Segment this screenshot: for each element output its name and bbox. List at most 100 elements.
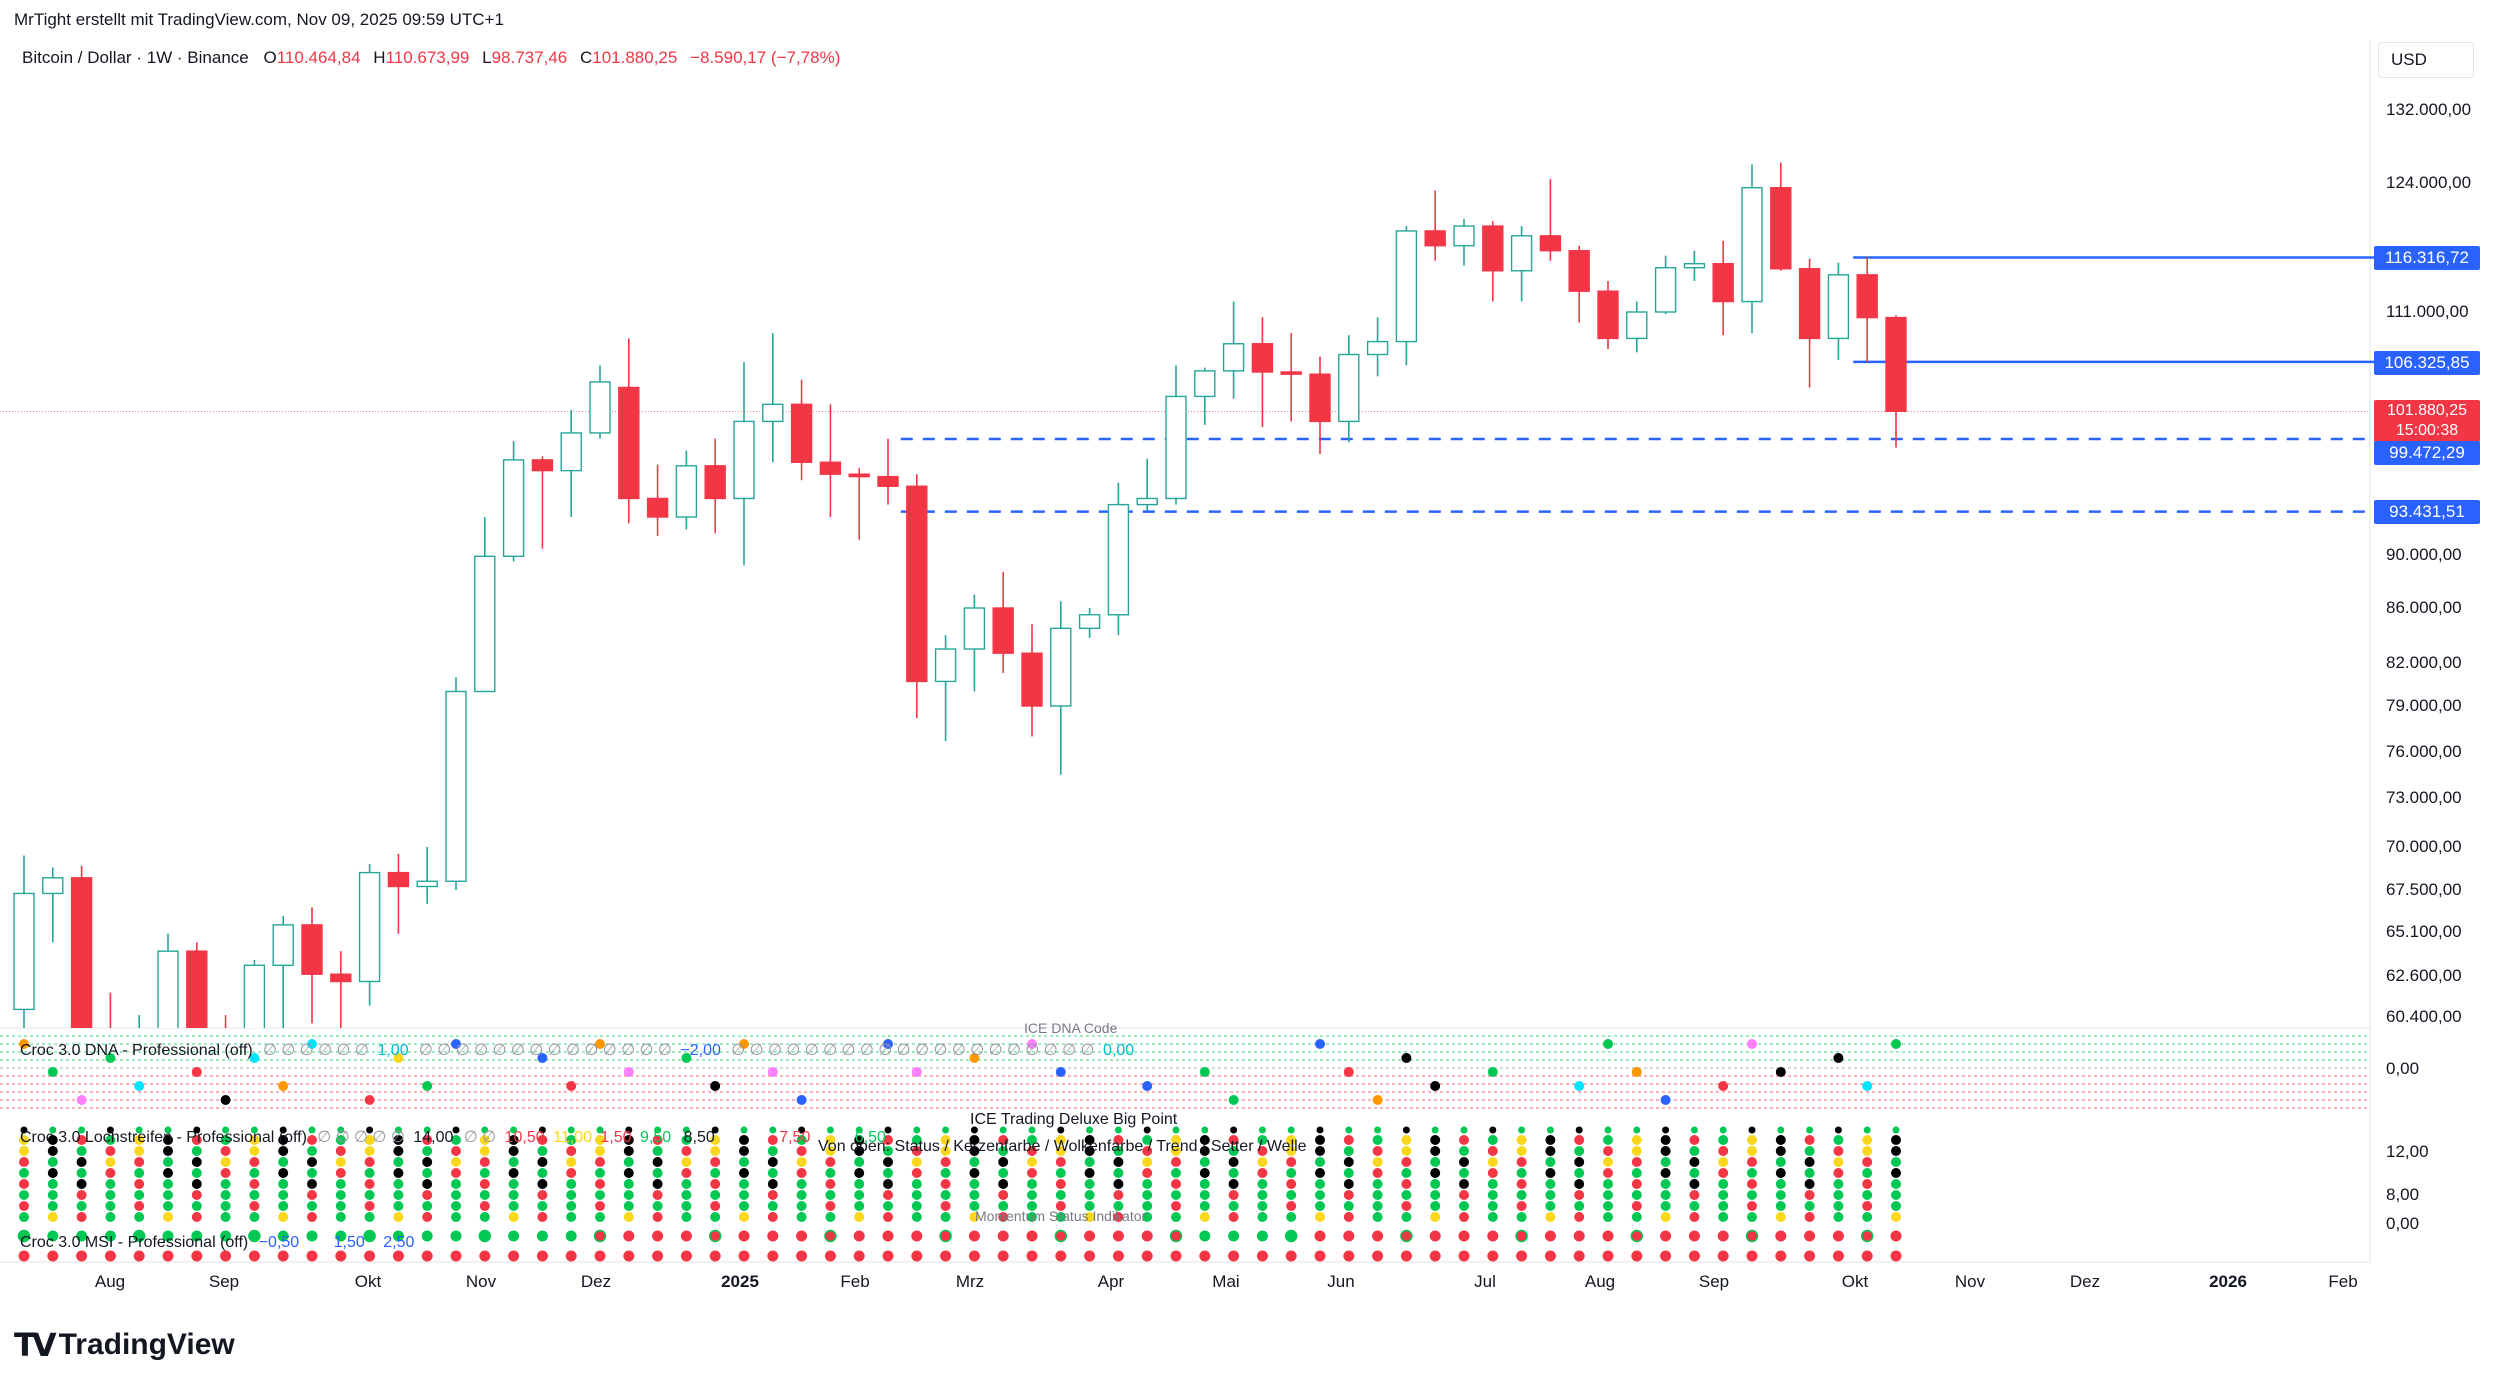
dna-dot xyxy=(191,1067,202,1077)
lochstreifen-dot xyxy=(1545,1135,1556,1145)
lochstreifen-dot xyxy=(364,1168,375,1178)
big-point-dot xyxy=(164,1126,172,1134)
lochstreifen-dot xyxy=(249,1190,260,1200)
msi-dot xyxy=(421,1230,433,1242)
candle-body xyxy=(618,386,640,500)
lochstreifen-dot xyxy=(422,1135,433,1145)
msi-dot xyxy=(1026,1250,1038,1262)
msi-dot xyxy=(1860,1229,1874,1243)
lochstreifen-dot xyxy=(595,1201,605,1211)
dna-value-2: −2,00 xyxy=(680,1042,721,1059)
lochstreifen-dot xyxy=(998,1135,1009,1145)
lochstreifen-dot xyxy=(1372,1179,1383,1189)
tradingview-logo[interactable]: ꓔꓦ TradingView xyxy=(14,1326,235,1364)
candle-up xyxy=(1453,219,1475,266)
lochstreifen-dot xyxy=(911,1135,922,1145)
lochstreifen-dot xyxy=(307,1146,317,1156)
msi-dot xyxy=(1256,1250,1268,1262)
msi-dot xyxy=(1054,1229,1068,1243)
candle-body xyxy=(358,871,381,983)
dna-null-values-2: ∅ ∅ ∅ ∅ ∅ ∅ ∅ ∅ ∅ ∅ ∅ ∅ ∅ ∅ xyxy=(419,1042,672,1059)
candle-body xyxy=(1712,262,1734,303)
lochstreifen-dot xyxy=(1891,1146,1901,1156)
msi-dot xyxy=(1372,1230,1384,1242)
lochstreifen-dot xyxy=(710,1179,721,1189)
msi-dot xyxy=(392,1250,404,1262)
lochstreifen-dot xyxy=(393,1146,404,1156)
candle-down xyxy=(1885,315,1907,448)
big-point-dot xyxy=(596,1126,604,1134)
big-point-dot xyxy=(711,1126,719,1134)
big-point-dot xyxy=(1719,1126,1727,1134)
candle-body xyxy=(416,880,438,888)
lochstreifen-dot xyxy=(595,1212,605,1222)
lochstreifen-dot xyxy=(1315,1190,1325,1200)
lochstreifen-dot xyxy=(940,1179,951,1189)
symbol-title[interactable]: Bitcoin / Dollar · 1W · Binance xyxy=(22,48,249,67)
lochstreifen-dot xyxy=(825,1190,836,1200)
ls-value-7: 7,50 xyxy=(779,1129,811,1146)
candle-down xyxy=(1021,624,1043,737)
ls-null-values: ∅ ∅ ∅ ∅ ∅ xyxy=(317,1129,405,1146)
lochstreifen-dot xyxy=(1286,1157,1297,1167)
lochstreifen-dot xyxy=(681,1168,692,1178)
dna-indicator-title[interactable]: Croc 3.0 DNA - Professional (off) ∅ ∅ ∅ … xyxy=(20,1040,1134,1060)
lochstreifen-dot xyxy=(767,1212,778,1222)
lochstreifen-dot xyxy=(1631,1201,1642,1211)
lochstreifen-dot xyxy=(1372,1168,1383,1178)
dna-dot xyxy=(1199,1067,1210,1077)
lochstreifen-dot xyxy=(1487,1179,1498,1189)
lochstreifen-dot xyxy=(767,1157,778,1167)
lochstreifen-dot xyxy=(739,1212,749,1222)
dna-value-1: 1,00 xyxy=(377,1042,409,1059)
lochstreifen-dot xyxy=(1574,1168,1585,1178)
lochstreifen-dot xyxy=(537,1201,548,1211)
lochstreifen-dot xyxy=(1689,1190,1700,1200)
msi-dot xyxy=(508,1250,520,1262)
lochstreifen-dot xyxy=(393,1168,404,1178)
lochstreifen-dot xyxy=(1862,1168,1873,1178)
dna-value-3: 0,00 xyxy=(1103,1042,1135,1059)
dna-dot xyxy=(566,1081,577,1091)
lochstreifen-dot xyxy=(1603,1212,1613,1222)
lochstreifen-dot xyxy=(1113,1190,1124,1200)
candle-up xyxy=(272,916,294,1028)
lochstreifen-dot xyxy=(1228,1212,1239,1222)
lochstreifen-dot xyxy=(1545,1157,1556,1167)
lochstreifen-dot xyxy=(537,1146,548,1156)
lochstreifen-dot xyxy=(623,1146,634,1156)
msi-dot xyxy=(1745,1229,1759,1243)
candle-body xyxy=(560,432,582,472)
currency-button[interactable]: USD xyxy=(2378,42,2474,78)
lochstreifen-dot xyxy=(47,1157,58,1167)
lochstreifen-dot xyxy=(508,1201,519,1211)
candle-body xyxy=(819,461,842,475)
msi-dot xyxy=(911,1250,923,1262)
lochstreifen-dot xyxy=(19,1146,29,1156)
lochstreifen-title[interactable]: Croc 3.0 Lochstreifen - Professional (of… xyxy=(20,1127,886,1147)
dna-dot xyxy=(911,1067,922,1077)
big-point-dot xyxy=(78,1126,86,1134)
candle-body xyxy=(1050,627,1072,707)
candle-body xyxy=(330,973,352,983)
lochstreifen-dot xyxy=(1574,1190,1585,1200)
msi-indicator-title[interactable]: Croc 3.0 MSI - Professional (off) −0,50 … xyxy=(20,1234,414,1252)
lochstreifen-dot xyxy=(1718,1157,1729,1167)
lochstreifen-dot xyxy=(623,1179,634,1189)
lochstreifen-dot xyxy=(1142,1190,1153,1200)
lochstreifen-dot xyxy=(969,1190,980,1200)
candle-up xyxy=(502,441,525,562)
lochstreifen-dot xyxy=(1459,1190,1469,1200)
lochstreifen-dot xyxy=(307,1190,317,1200)
candle-down xyxy=(848,468,870,540)
lochstreifen-dot xyxy=(19,1157,29,1167)
lochstreifen-dot xyxy=(1747,1190,1757,1200)
time-axis-tick: Dez xyxy=(2069,1272,2101,1291)
lochstreifen-dot xyxy=(652,1190,663,1200)
price-levels xyxy=(900,256,2374,513)
lochstreifen-dot xyxy=(335,1190,346,1200)
lochstreifen-dot xyxy=(1603,1201,1613,1211)
big-point-dot xyxy=(1806,1126,1814,1134)
candle-down xyxy=(618,338,640,524)
